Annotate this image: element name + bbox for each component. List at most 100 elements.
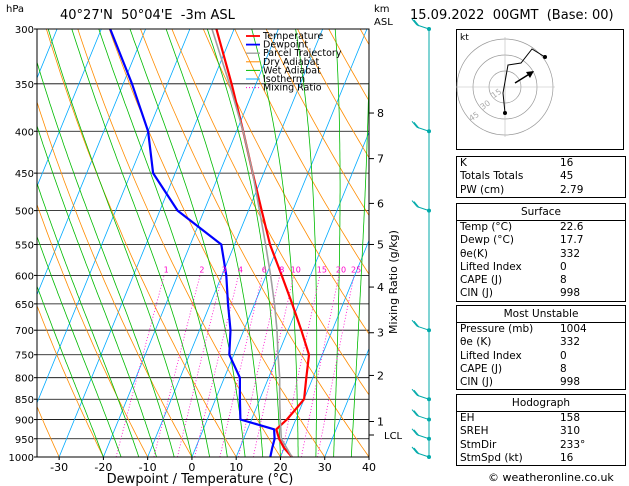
mixing-ratio-line [115, 275, 165, 457]
wind-barb [411, 428, 430, 440]
wind-barb-flag [411, 428, 418, 436]
hodograph-param-value: 310 [560, 425, 581, 438]
hodograph-table: Hodograph EH 158 SREH 310 StmDir 233° StmSpd (… [456, 394, 626, 467]
mixing-ratio-label: 20 [336, 265, 346, 274]
wet-adiabat-line [350, 57, 369, 457]
location-label: 40°27'N 50°04'E -3m ASL [60, 8, 235, 23]
mixing-ratio-label: 15 [317, 265, 327, 274]
wind-barb-flag [413, 320, 420, 328]
surface-row: CIN (J) 998 [457, 287, 625, 300]
surface-value: 998 [560, 287, 581, 300]
lcl-label: LCL [384, 431, 403, 442]
pressure-tick-label: 600 [15, 271, 34, 282]
km-tick-label: 6 [377, 197, 384, 210]
isotherm-line [37, 29, 191, 404]
index-value: 45 [560, 170, 574, 183]
indices-table: K 16 Totals Totals 45 PW (cm) 2.79 [456, 156, 626, 198]
asl-unit-label: ASL [374, 17, 393, 28]
isotherm-line [235, 131, 369, 457]
legend-label: Parcel Trajectory [263, 48, 342, 59]
surface-label: θe(K) [460, 247, 488, 260]
most-unstable-label: CAPE (J) [460, 362, 503, 375]
dry-adiabat-line [265, 29, 369, 217]
km-tick-label: 7 [377, 153, 384, 166]
most-unstable-table: Most Unstable Pressure (mb) 1004 θe (K) 332… [456, 305, 626, 391]
dry-adiabat-line [37, 100, 193, 457]
wind-barb [411, 319, 430, 331]
wind-barb [411, 446, 430, 458]
legend-label: Dewpoint [263, 40, 308, 51]
index-row: Totals Totals 45 [457, 170, 625, 183]
mixing-ratio-line [317, 275, 355, 457]
wet-adiabat-line [37, 235, 122, 457]
isotherm-line [147, 29, 324, 457]
legend-label: Wet Adiabat [263, 65, 321, 76]
pressure-tick-label: 750 [15, 351, 34, 362]
wet-adiabat-line [37, 60, 175, 457]
date-label: 15.09.2022 00GMT (Base: 00) [410, 8, 614, 23]
storm-motion-arrowhead [526, 71, 534, 78]
mixing-ratio-label: 25 [351, 265, 361, 274]
dry-adiabat-line [108, 29, 326, 457]
mixing-ratio-label: 3 [222, 265, 227, 274]
mixing-ratio-axis-label: Mixing Ratio (g/kg) [387, 230, 400, 334]
pressure-tick-label: 950 [15, 435, 34, 446]
mixing-ratio-line [177, 275, 223, 457]
legend-label: Isotherm [263, 74, 305, 85]
pressure-tick-label: 1000 [9, 453, 34, 464]
most-unstable-value: 998 [560, 376, 581, 389]
hodograph-param-label: StmSpd (kt) [460, 451, 523, 464]
wet-adiabat-line [71, 29, 210, 457]
mixing-ratio-label: 8 [279, 265, 284, 274]
surface-value: 17.7 [560, 234, 584, 247]
most-unstable-row: Pressure (mb) 1004 [457, 323, 625, 336]
surface-row: CAPE (J) 8 [457, 274, 625, 287]
hodograph-param-row: EH 158 [457, 412, 625, 425]
wet-adiabat-line [251, 29, 299, 457]
km-unit-label: km [374, 4, 390, 15]
isotherm-line [37, 29, 102, 188]
surface-value: 8 [560, 274, 567, 287]
wind-barb-flag [413, 447, 420, 455]
mixing-ratio-line [238, 275, 281, 457]
hodograph-param-row: StmDir 233° [457, 439, 625, 452]
isotherm-line [324, 347, 369, 457]
index-row: K 16 [457, 157, 625, 170]
wind-barb-flag [411, 446, 418, 454]
wind-barb-flag [413, 429, 420, 437]
dry-adiabat-line [140, 29, 369, 457]
temperature-tick-label: 40 [362, 461, 376, 474]
km-tick-label: 5 [377, 238, 384, 251]
dry-adiabat-line [0, 29, 15, 457]
hodograph-param-row: SREH 310 [457, 425, 625, 438]
most-unstable-label: Pressure (mb) [460, 323, 534, 335]
km-tick-label: 1 [377, 416, 384, 429]
wind-barb-flag [413, 201, 420, 208]
hodograph-param-label: SREH [460, 425, 489, 438]
index-value: 2.79 [560, 183, 584, 196]
index-label: Totals Totals [460, 170, 524, 183]
index-label: PW (cm) [460, 183, 505, 196]
surface-label: Dewp (°C) [460, 234, 514, 247]
temperature-tick-label: -10 [139, 461, 157, 474]
pressure-tick-label: 400 [15, 127, 34, 138]
surface-value: 22.6 [560, 221, 584, 233]
temperature-tick-label: 10 [229, 461, 243, 474]
pressure-tick-label: 800 [15, 374, 34, 385]
pressure-tick-label: 850 [15, 395, 34, 406]
mixing-ratio-line [252, 275, 295, 457]
dry-adiabat-line [37, 203, 149, 457]
dry-adiabat-line [202, 29, 369, 335]
wet-adiabat-line [165, 29, 264, 457]
surface-row: Lifted Index 0 [457, 261, 625, 274]
series-parcel-trajectory [211, 29, 293, 457]
pressure-tick-label: 350 [15, 80, 34, 91]
surface-label: Lifted Index [460, 260, 522, 273]
pressure-tick-label: 650 [15, 300, 34, 311]
mixing-ratio-line [219, 275, 263, 457]
hodograph-param-value: 233° [560, 438, 586, 451]
mixing-ratio-label: 1 [164, 265, 169, 274]
wind-barb-flag [411, 120, 418, 128]
hodograph-unit: kt [460, 33, 469, 43]
